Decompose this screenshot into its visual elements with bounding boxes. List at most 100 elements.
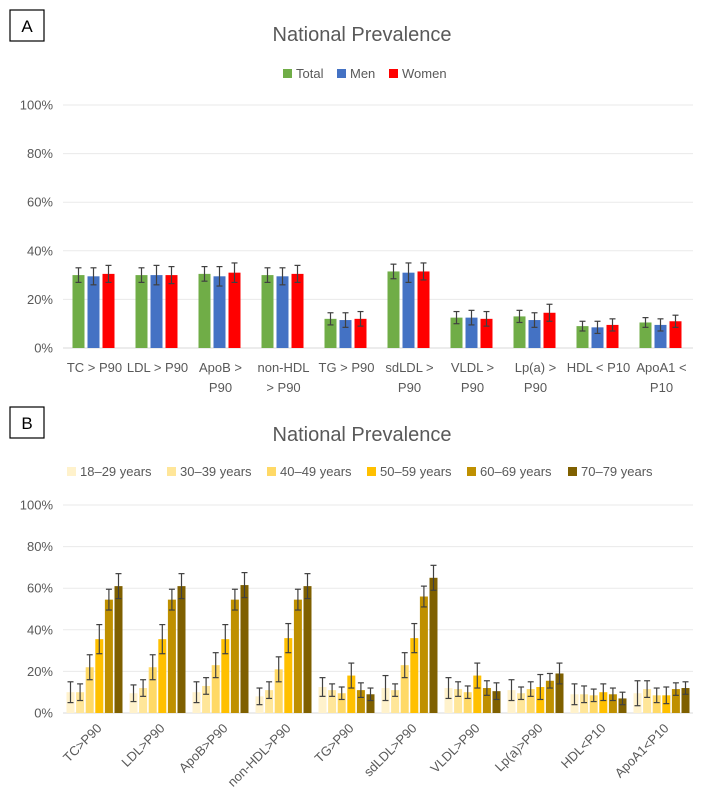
panel-b-title: National Prevalence (273, 424, 452, 446)
bar (221, 639, 230, 713)
legend-swatch (267, 467, 276, 476)
panel-a-legend: Total Men Women (283, 66, 447, 81)
legend-swatch (337, 69, 346, 78)
y-tick-label: 20% (27, 292, 53, 307)
panel-a: A National Prevalence Total Men Women 0% 20… (9, 9, 693, 395)
bar (643, 689, 652, 713)
bar (671, 689, 680, 713)
legend-swatch (67, 467, 76, 476)
bar (454, 689, 463, 713)
x-tick-label: Lp(a)>P90 (492, 721, 546, 775)
bar (599, 692, 608, 713)
y-tick-label: 100% (20, 98, 54, 113)
y-tick-label: 60% (27, 195, 53, 210)
bar (276, 276, 289, 348)
legend-swatch (467, 467, 476, 476)
bar (463, 692, 472, 713)
x-tick-label: VLDL > (451, 360, 494, 375)
bar (402, 272, 415, 348)
x-tick-label: Lp(a) > (515, 360, 557, 375)
y-tick-label: 60% (27, 581, 53, 596)
x-tick-label: non-HDL>P90 (225, 721, 294, 790)
legend-label: Total (296, 66, 324, 81)
x-tick-label: VLDL>P90 (427, 721, 482, 776)
bar (391, 690, 400, 713)
x-tick-label: HDL < P10 (567, 360, 630, 375)
bar (681, 688, 690, 713)
x-tick-label: TC>P90 (60, 721, 105, 766)
bar (608, 694, 617, 713)
bar (274, 669, 283, 713)
legend-label: 40–49 years (280, 464, 352, 479)
bar (85, 667, 94, 713)
panel-b-label: B (21, 414, 32, 433)
bar (589, 695, 598, 713)
legend-label: 60–69 years (480, 464, 552, 479)
bar (72, 275, 85, 348)
x-tick-label: non-HDL (257, 360, 309, 375)
legend-swatch (167, 467, 176, 476)
bar (400, 665, 409, 713)
x-tick-label: > P90 (266, 380, 300, 395)
bar (513, 316, 526, 348)
bar (366, 694, 375, 713)
legend-swatch (568, 467, 577, 476)
bar (167, 599, 176, 713)
bar (429, 577, 438, 713)
bar (576, 326, 589, 348)
y-tick-label: 80% (27, 539, 53, 554)
y-tick-label: 0% (34, 341, 53, 356)
y-tick-label: 100% (20, 498, 54, 513)
bar (347, 675, 356, 713)
bar (324, 318, 337, 348)
x-tick-label: P10 (650, 380, 673, 395)
panel-a-plot: 0% 20% 40% 60% 80% 100% TC > P90 LDL > P90 ApoB … (20, 98, 693, 395)
x-tick-label: TG > P90 (319, 360, 375, 375)
bar (150, 275, 163, 348)
bar (230, 599, 239, 713)
bar (526, 689, 535, 713)
panel-b: B National Prevalence 18–29 years 30–39 y… (9, 406, 693, 790)
bar (202, 685, 211, 713)
bar (158, 639, 167, 713)
panel-b-plot: 0% 20% 40% 60% 80% 100% TC>P90 LDL>P90 ApoB>P90n… (20, 498, 693, 790)
bar (213, 276, 226, 348)
bar (419, 596, 428, 713)
bar (482, 688, 491, 713)
panel-a-label-box (9, 9, 45, 42)
legend-swatch (283, 69, 292, 78)
bar (265, 690, 274, 713)
bar (410, 638, 419, 713)
x-tick-label: ApoA1 < (636, 360, 686, 375)
bar (291, 273, 304, 348)
x-tick-label: ApoB>P90 (176, 721, 231, 776)
bar (545, 680, 554, 713)
legend-label: 70–79 years (581, 464, 653, 479)
bar (669, 321, 682, 348)
bar (450, 317, 463, 348)
x-tick-label: sdLDL>P90 (361, 721, 420, 780)
bar (114, 586, 123, 713)
legend-label: 50–59 years (380, 464, 452, 479)
bar (95, 639, 104, 713)
x-tick-label: ApoB > (199, 360, 242, 375)
y-tick-label: 40% (27, 243, 53, 258)
bar (76, 692, 85, 713)
bar (198, 273, 211, 348)
y-tick-label: 40% (27, 622, 53, 637)
bar (517, 693, 526, 713)
bar (135, 275, 148, 348)
legend-swatch (389, 69, 398, 78)
bar (261, 275, 274, 348)
bar (228, 272, 241, 348)
legend-label: Women (402, 66, 447, 81)
x-tick-label: sdLDL > (385, 360, 433, 375)
x-tick-label: TC > P90 (67, 360, 122, 375)
bar (102, 273, 115, 348)
bar (473, 675, 482, 713)
bar (293, 599, 302, 713)
x-tick-label: ApoA1<P10 (612, 721, 672, 781)
legend-swatch (367, 467, 376, 476)
bar (303, 586, 312, 713)
